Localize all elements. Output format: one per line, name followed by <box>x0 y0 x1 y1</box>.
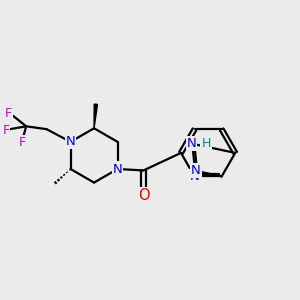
Text: F: F <box>2 124 9 137</box>
Text: N: N <box>113 163 122 176</box>
Text: F: F <box>5 107 12 120</box>
Polygon shape <box>94 104 98 128</box>
Text: N: N <box>190 170 200 183</box>
Text: O: O <box>138 188 149 203</box>
Text: N: N <box>191 164 201 177</box>
Text: N: N <box>187 137 196 150</box>
Text: N: N <box>66 135 75 148</box>
Text: H: H <box>201 137 211 150</box>
Text: F: F <box>18 136 26 149</box>
